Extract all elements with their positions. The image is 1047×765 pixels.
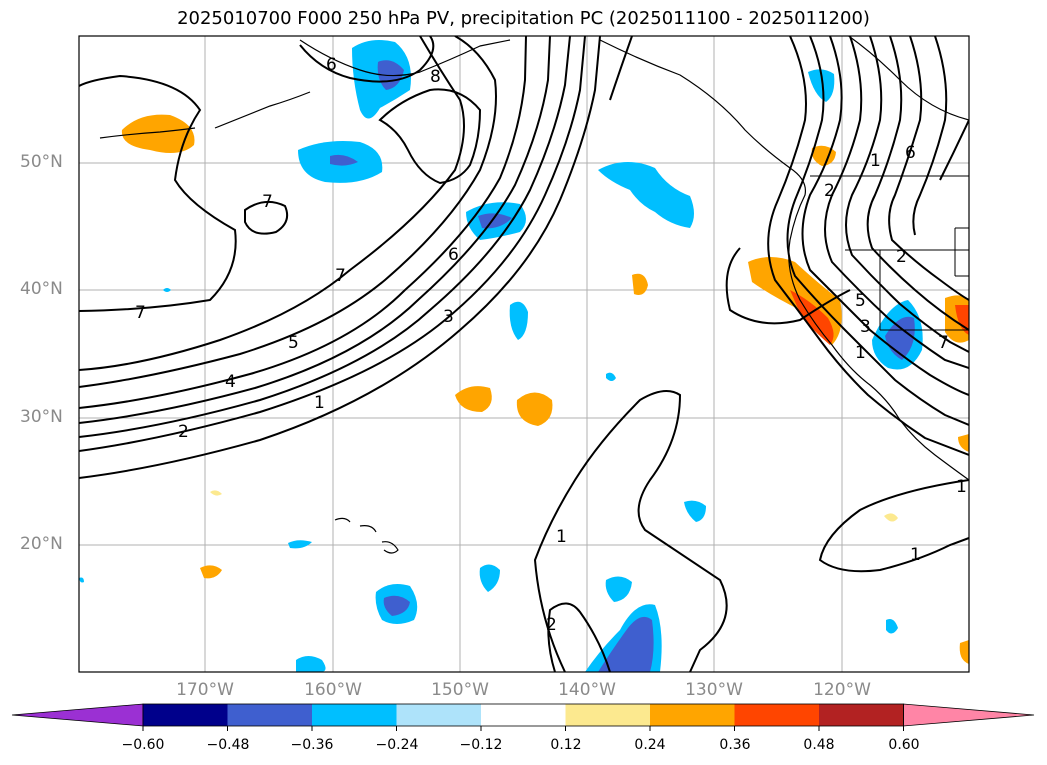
map-background [79,36,969,672]
colorbar-swatch [650,704,735,726]
contour-label: 6 [448,245,459,265]
colorbar-tick-label: −0.36 [290,737,334,753]
contour-label: 2 [546,615,557,635]
lon-label: 120°W [813,680,871,700]
colorbar-tick-label: 0.48 [803,737,835,753]
colorbar-extend-left [11,703,144,727]
contour-label: 1 [870,151,881,171]
colorbar-swatch [734,704,820,726]
contour-label: 6 [905,143,916,163]
contour-label: 6 [326,55,337,75]
map-frame [78,35,970,673]
contour-label-group: 6 8 7 7 7 6 3 5 4 1 2 1 2 1 2 1 6 2 7 5 … [135,55,967,635]
colorbar-swatch [312,704,397,726]
contour-label: 1 [314,393,325,413]
lon-label: 130°W [685,680,743,700]
lat-label: 50°N [20,152,63,172]
lat-label: 20°N [20,534,63,554]
contour-label: 7 [938,333,949,353]
colorbar-swatch [565,704,651,726]
colorbar [11,703,1035,731]
contour-label: 7 [135,303,146,323]
contour-label: 8 [430,67,441,87]
colorbar-tick-label: 0.12 [550,737,582,753]
contour-label: 5 [855,291,866,311]
colorbar-extend-right [903,703,1035,727]
contour-label: 5 [288,333,299,353]
contour-label: 2 [178,422,189,442]
colorbar-swatch [481,704,566,726]
colorbar-tick-label: 0.36 [719,737,751,753]
lat-label: 40°N [20,279,63,299]
colorbar-swatch [819,704,904,726]
contour-label: 7 [335,266,346,286]
lon-label: 140°W [558,680,616,700]
lon-label: 160°W [304,680,362,700]
colorbar-tick-label: −0.24 [375,737,419,753]
contour-label: 2 [824,181,835,201]
contour-label: 2 [896,247,907,267]
contour-label: 3 [443,307,454,327]
lon-label: 170°W [176,680,234,700]
colorbar-tick-label: −0.60 [121,737,165,753]
contour-label: 4 [225,372,236,392]
lon-label: 150°W [431,680,489,700]
colorbar-border [142,703,904,727]
contour-label: 3 [860,317,871,337]
lat-label: 30°N [20,407,63,427]
contour-label: 1 [855,343,866,363]
colorbar-swatch [396,704,482,726]
contour-label: 1 [556,527,567,547]
state-borders [810,175,969,331]
colorbar-swatch [227,704,313,726]
colorbar-tick-label: 0.60 [888,737,920,753]
colorbar-tick-label: −0.12 [459,737,503,753]
colorbar-swatch [143,704,228,726]
colorbar-tick-label: 0.24 [634,737,666,753]
contour-label: 1 [956,477,967,497]
contour-label: 1 [910,545,921,565]
pv-contours [79,36,969,672]
contour-label: 7 [262,192,273,212]
colorbar-tick-label: −0.48 [206,737,250,753]
chart-title: 2025010700 F000 250 hPa PV, precipitatio… [177,8,870,29]
